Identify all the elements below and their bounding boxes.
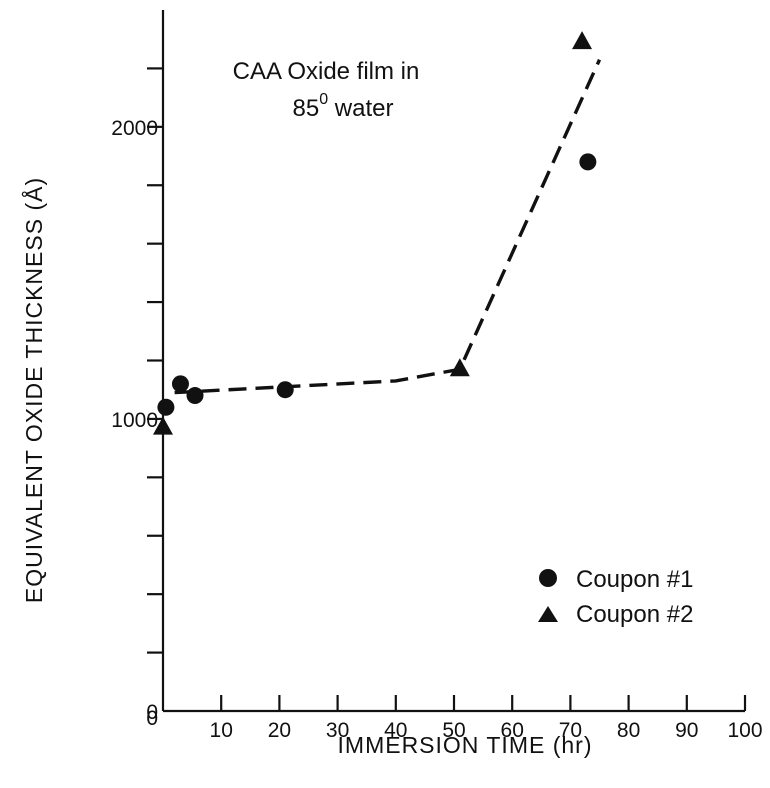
data-points — [153, 31, 597, 435]
x-origin-label: 0 — [146, 707, 158, 730]
coupon-2-point — [153, 416, 173, 435]
annotation-line2: 850 water — [293, 91, 394, 122]
x-tick-label: 20 — [268, 719, 291, 742]
coupon-1-point — [186, 387, 204, 405]
x-tick-label: 80 — [617, 719, 640, 742]
x-tick-label: 100 — [727, 719, 762, 742]
coupon-2-point — [449, 358, 470, 377]
annotation-degree: 0 — [319, 91, 328, 108]
x-tick-label: 90 — [675, 719, 698, 742]
x-axis-title: IMMERSION TIME (hr) — [338, 732, 593, 758]
legend-marker-coupon-2 — [538, 606, 558, 622]
annotation-line1: CAA Oxide film in — [233, 58, 420, 85]
x-tick-label: 50 — [442, 719, 465, 742]
x-tick-label: 10 — [210, 719, 233, 742]
legend-marker-coupon-1 — [539, 569, 557, 587]
y-tick-label: 2000 — [111, 117, 158, 140]
coupon-1-point — [171, 375, 189, 393]
coupon-2-point — [572, 31, 593, 50]
legend: Coupon #1 Coupon #2 — [538, 566, 693, 628]
x-tick-label: 70 — [559, 719, 582, 742]
annotation-water: water — [328, 95, 393, 122]
x-tick-label: 60 — [501, 719, 524, 742]
coupon-1-point — [276, 381, 294, 399]
coupon-1-point — [157, 398, 175, 416]
y-tick-label: 1000 — [111, 409, 158, 432]
y-axis-title: EQUIVALENT OXIDE THICKNESS (Å) — [20, 177, 47, 603]
y-tick-label: 0 — [146, 701, 158, 724]
x-tick-label: 30 — [326, 719, 349, 742]
y-ticks: 0 1000 2000 — [111, 67, 163, 724]
legend-label-coupon-1: Coupon #1 — [576, 566, 693, 593]
legend-label-coupon-2: Coupon #2 — [576, 601, 693, 628]
x-tick-label: 40 — [384, 719, 407, 742]
x-ticks: 10 20 30 40 50 60 70 80 90 100 0 — [146, 695, 763, 742]
annotation-temp: 85 — [293, 95, 320, 122]
coupon-1-point — [579, 153, 597, 171]
